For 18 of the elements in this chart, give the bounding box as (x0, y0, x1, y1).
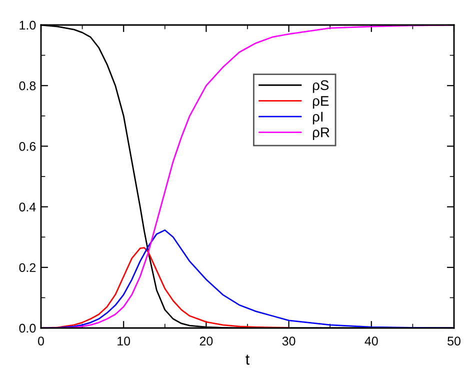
y-tick-label: 0.2 (19, 263, 36, 272)
y-tick-label: 0.0 (19, 324, 36, 333)
x-tick-label: 20 (200, 336, 213, 346)
legend-label: ρR (312, 128, 330, 140)
legend-label: ρS (312, 80, 329, 93)
x-axis-title: t (246, 354, 250, 365)
x-tick-label: 30 (282, 336, 296, 346)
y-tick-label: 0.6 (19, 142, 36, 151)
x-tick-label: 40 (364, 336, 378, 346)
line-series (41, 247, 290, 328)
y-tick-label: 1.0 (20, 20, 36, 30)
legend-label: ρE (312, 96, 329, 109)
legend-label: ρI (312, 112, 323, 124)
y-tick-label: 0.4 (19, 202, 36, 212)
y-tick-label: 0.8 (19, 81, 36, 90)
x-tick-label: 0 (38, 336, 44, 346)
x-tick-label: 10 (118, 336, 130, 346)
x-tick-label: 50 (448, 336, 460, 346)
